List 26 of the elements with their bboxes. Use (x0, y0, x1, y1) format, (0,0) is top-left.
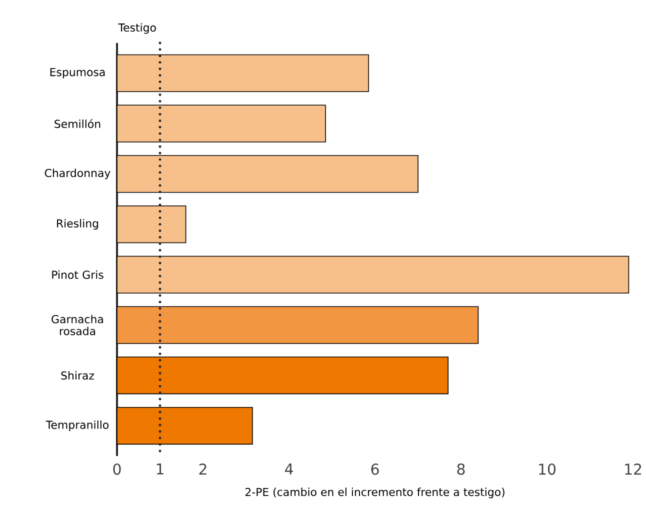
x-tick-label: 10 (539, 464, 556, 475)
bar (116, 356, 449, 394)
y-tick-label: Espumosa (50, 68, 105, 78)
x-tick-label: 0 (113, 464, 121, 475)
y-tick-label: Garnacha rosada (52, 314, 103, 336)
y-tick-label: Chardonnay (44, 168, 110, 180)
x-axis-title: 2-PE (cambio en el incremento frente a testigo) (245, 488, 504, 498)
x-tick-label: 2 (199, 464, 206, 475)
x-tick-label: 6 (371, 464, 379, 475)
y-tick-label: Shiraz (61, 371, 94, 380)
bar (116, 104, 326, 142)
x-tick-label: 4 (284, 464, 293, 474)
y-tick-label: Tempranillo (46, 420, 109, 432)
bar (116, 54, 369, 92)
bar (116, 155, 418, 193)
bar (116, 205, 186, 244)
bar (116, 306, 479, 344)
bar (116, 256, 630, 294)
x-tick-label: 8 (457, 464, 465, 475)
y-tick-label: Riesling (57, 219, 98, 230)
x-tick-label: 12 (625, 464, 642, 475)
y-tick-label: Semillón (54, 119, 100, 128)
y-tick-label: Pinot Gris (52, 270, 104, 279)
bar (116, 406, 253, 445)
x-tick-label: 1 (156, 464, 164, 474)
ref-line-label: Testigo (118, 23, 156, 34)
